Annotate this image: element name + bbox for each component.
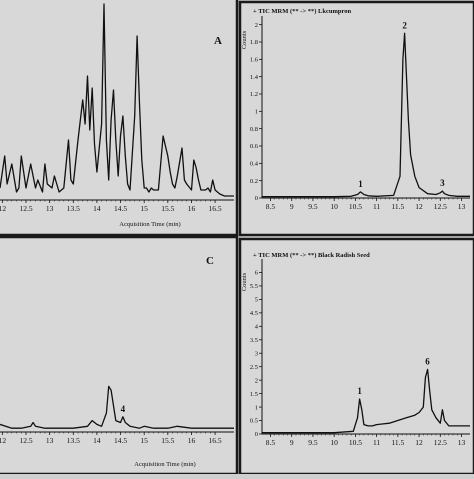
y-tick-label: 1.5 (250, 391, 258, 398)
x-tick-label: 10 (330, 202, 338, 211)
x-tick-label: 14.5 (114, 436, 127, 445)
x-tick-label: 15.5 (161, 436, 174, 445)
x-tick-label: 15.5 (161, 204, 174, 213)
x-tick-label: 12 (0, 436, 6, 445)
x-tick-label: 12.5 (19, 436, 32, 445)
panel-letter: A (214, 35, 222, 47)
x-tick-label: 15 (140, 436, 148, 445)
panel-letter: C (206, 255, 214, 267)
y-tick-label: 1.2 (250, 91, 258, 98)
chromatogram-trace (0, 3, 234, 197)
x-tick-label: 12.5 (19, 204, 32, 213)
chromatogram-trace (262, 368, 470, 434)
y-tick-label: 3 (255, 350, 258, 357)
chromatogram-trace (262, 32, 470, 198)
x-tick-label: 16 (188, 436, 196, 445)
y-axis-label: Counts (241, 30, 248, 49)
y-tick-label: 5.5 (250, 283, 258, 290)
y-tick-label: 0 (255, 431, 258, 438)
y-tick-label: 1.6 (250, 57, 259, 64)
x-tick-label: 12 (415, 438, 423, 447)
x-tick-label: 10.5 (349, 202, 362, 211)
panel-A: 12 12.5 13 13.5 14 14.5 15 15.5 16 16.5 A Acquisiti… (0, 0, 239, 237)
y-tick-label: 1.4 (250, 74, 259, 81)
x-tick-label: 13 (458, 202, 466, 211)
x-tick-label: 13 (458, 438, 466, 447)
x-tick-label: 12 (415, 202, 423, 211)
y-tick-label: 4.5 (250, 310, 258, 317)
panel-frame (0, 235, 239, 476)
x-tick-label: 11 (373, 202, 380, 211)
y-tick-label: 0.8 (250, 126, 258, 133)
panel-frame (238, 0, 474, 237)
x-tick-label: 12 (0, 204, 6, 213)
y-tick-label: 0.5 (250, 418, 258, 425)
y-tick-label: 2 (255, 377, 258, 384)
x-tick-label: 14.5 (114, 204, 127, 213)
x-axis-label: Acquisition Time (min) (134, 461, 195, 468)
peak-label: 6 (425, 356, 430, 366)
y-tick-label: 2.5 (250, 364, 258, 371)
peak-label: 4 (121, 404, 126, 414)
x-tick-label: 12.5 (434, 438, 447, 447)
y-tick-label: 1 (255, 404, 258, 411)
x-tick-label: 13 (46, 436, 54, 445)
x-tick-label: 15 (140, 204, 148, 213)
y-tick-label: 0.6 (250, 143, 259, 150)
peak-label: 1 (357, 386, 362, 396)
peak-label: 3 (440, 178, 445, 188)
y-tick-label: 3.5 (250, 337, 258, 344)
panel-C: 12 12.5 13 13.5 14 14.5 15 15.5 16 16.5 4 C Acquisit… (0, 235, 239, 476)
panel-frame (0, 0, 239, 237)
peak-label: 2 (402, 20, 407, 30)
panel-header: + TIC MRM (** -> **) Black Radish Seed (253, 252, 370, 259)
y-tick-label: 0.4 (250, 161, 259, 168)
x-tick-label: 16 (188, 204, 196, 213)
y-tick-label: 6 (255, 270, 259, 277)
x-tick-label: 13 (46, 204, 54, 213)
x-tick-label: 8.5 (266, 438, 276, 447)
x-tick-label: 9.5 (308, 438, 318, 447)
y-tick-label: 0 (255, 195, 258, 202)
y-tick-label: 1 (255, 109, 258, 116)
panel-B: 8.5 9 9.5 10 10.5 11 11.5 12 12.5 1321.81.61.41.2… (238, 0, 474, 237)
x-tick-label: 9 (290, 202, 294, 211)
x-tick-label: 9 (290, 438, 294, 447)
x-tick-label: 10 (330, 438, 338, 447)
x-axis-label: Acquisition Time (min) (119, 221, 180, 228)
chromatogram-trace (0, 385, 234, 429)
panel-D: 8.5 9 9.5 10 10.5 11 11.5 12 12.5 1365.554.543.53… (238, 237, 474, 476)
y-tick-label: 2 (255, 22, 258, 29)
panel-header: + TIC MRM (** -> **) Lkcumpron (253, 8, 352, 15)
y-axis-label: Counts (241, 272, 248, 291)
x-tick-label: 11.5 (391, 202, 404, 211)
x-tick-label: 13.5 (67, 436, 80, 445)
y-tick-label: 5 (255, 297, 258, 304)
x-tick-label: 11.5 (391, 438, 404, 447)
x-tick-label: 8.5 (266, 202, 276, 211)
x-tick-label: 14 (93, 204, 101, 213)
x-tick-label: 10.5 (349, 438, 362, 447)
peak-label: 1 (358, 179, 363, 189)
x-tick-label: 13.5 (67, 204, 80, 213)
x-tick-label: 12.5 (434, 202, 447, 211)
y-tick-label: 1.8 (250, 39, 258, 46)
x-tick-label: 16.5 (209, 204, 222, 213)
y-tick-label: 0.2 (250, 178, 258, 185)
y-tick-label: 4 (255, 324, 259, 331)
x-tick-label: 9.5 (308, 202, 318, 211)
x-tick-label: 14 (93, 436, 101, 445)
x-tick-label: 11 (373, 438, 380, 447)
x-tick-label: 16.5 (209, 436, 222, 445)
